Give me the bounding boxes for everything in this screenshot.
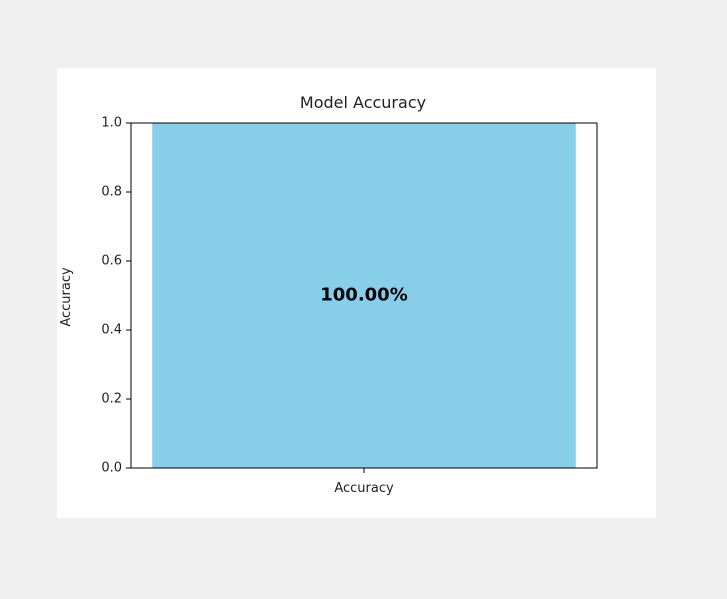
chart-svg: Model Accuracy Accuracy 100.00% 0.00.20.… (59, 93, 598, 496)
y-tick-label: 1.0 (101, 116, 122, 131)
x-tick-label: Accuracy (334, 481, 394, 496)
chart-title: Model Accuracy (300, 93, 426, 112)
y-axis-label: Accuracy (59, 267, 74, 327)
bar-value-label: 100.00% (320, 285, 408, 306)
y-tick-label: 0.8 (101, 185, 122, 200)
y-tick-label: 0.0 (101, 461, 122, 476)
y-tick-label: 0.6 (101, 254, 122, 269)
chart-figure: Model Accuracy Accuracy 100.00% 0.0 0.2 0.… (57, 68, 656, 518)
bars-layer (152, 123, 576, 468)
y-tick-label: 0.2 (101, 392, 122, 407)
bar-accuracy (152, 123, 576, 468)
y-tick-label: 0.4 (101, 323, 122, 338)
y-axis-ticks: 0.0 0.2 0.4 0.6 0.8 1.0 (101, 116, 131, 476)
bar-labels-layer: 100.00% (320, 285, 408, 306)
x-axis-ticks: Accuracy (334, 468, 394, 496)
